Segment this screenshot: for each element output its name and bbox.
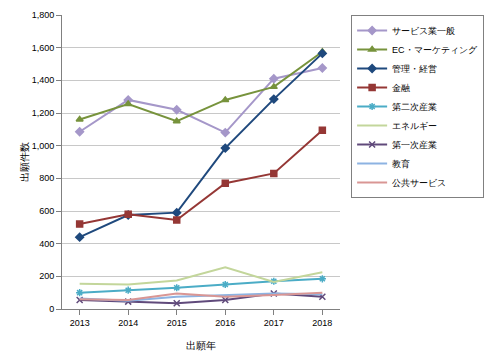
svg-text:1,600: 1,600 (32, 43, 55, 53)
svg-text:1,200: 1,200 (32, 108, 55, 118)
svg-text:1,000: 1,000 (32, 141, 55, 151)
svg-text:出願年: 出願年 (186, 340, 216, 351)
svg-text:教育: 教育 (392, 159, 410, 169)
svg-text:金融: 金融 (392, 83, 410, 93)
svg-text:800: 800 (39, 173, 54, 183)
svg-text:2013: 2013 (70, 318, 90, 328)
svg-text:1,800: 1,800 (32, 10, 55, 20)
svg-text:第二次産業: 第二次産業 (392, 102, 437, 112)
svg-text:400: 400 (39, 239, 54, 249)
svg-text:サービス業一般: サービス業一般 (392, 26, 455, 36)
svg-text:第一次産業: 第一次産業 (392, 140, 437, 150)
svg-text:2016: 2016 (215, 318, 235, 328)
svg-text:2015: 2015 (167, 318, 187, 328)
svg-text:600: 600 (39, 206, 54, 216)
svg-text:2014: 2014 (118, 318, 138, 328)
svg-text:出願件数: 出願件数 (19, 142, 30, 182)
svg-text:公共サービス: 公共サービス (392, 178, 446, 188)
svg-text:エネルギー: エネルギー (392, 121, 437, 131)
svg-text:1,400: 1,400 (32, 75, 55, 85)
svg-text:管理・経営: 管理・経営 (392, 64, 437, 74)
svg-text:0: 0 (49, 304, 54, 314)
svg-text:2018: 2018 (312, 318, 332, 328)
svg-text:EC・マーケティング: EC・マーケティング (392, 45, 478, 55)
svg-text:200: 200 (39, 271, 54, 281)
svg-text:2017: 2017 (264, 318, 284, 328)
